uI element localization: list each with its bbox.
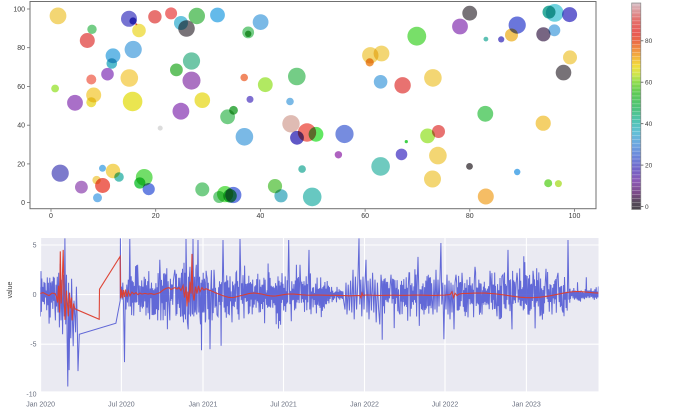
svg-text:value: value [7,282,14,299]
svg-text:80: 80 [645,38,653,45]
svg-text:60: 60 [361,213,369,220]
svg-text:5: 5 [33,242,37,249]
svg-text:60: 60 [17,84,25,91]
svg-text:40: 40 [257,213,265,220]
svg-text:20: 20 [645,162,653,169]
svg-text:0: 0 [21,200,25,207]
svg-text:Jul 2022: Jul 2022 [432,402,459,409]
svg-text:Jan 2021: Jan 2021 [189,402,218,409]
svg-text:100: 100 [569,213,581,220]
svg-text:Jan 2023: Jan 2023 [512,402,541,409]
svg-text:80: 80 [17,45,25,52]
svg-text:Jan 2022: Jan 2022 [350,402,379,409]
svg-text:0: 0 [33,292,37,299]
svg-text:60: 60 [645,80,653,87]
svg-text:-10: -10 [26,391,36,398]
svg-text:40: 40 [645,121,653,128]
svg-text:Jul 2021: Jul 2021 [270,402,297,409]
svg-text:80: 80 [466,213,474,220]
svg-text:Jan 2020: Jan 2020 [26,402,55,409]
svg-text:20: 20 [17,161,25,168]
svg-text:100: 100 [13,6,25,13]
svg-text:20: 20 [152,213,160,220]
svg-text:-5: -5 [30,342,36,349]
svg-text:0: 0 [49,213,53,220]
svg-text:0: 0 [645,204,649,211]
svg-text:Jul 2020: Jul 2020 [108,402,135,409]
svg-text:40: 40 [17,123,25,130]
